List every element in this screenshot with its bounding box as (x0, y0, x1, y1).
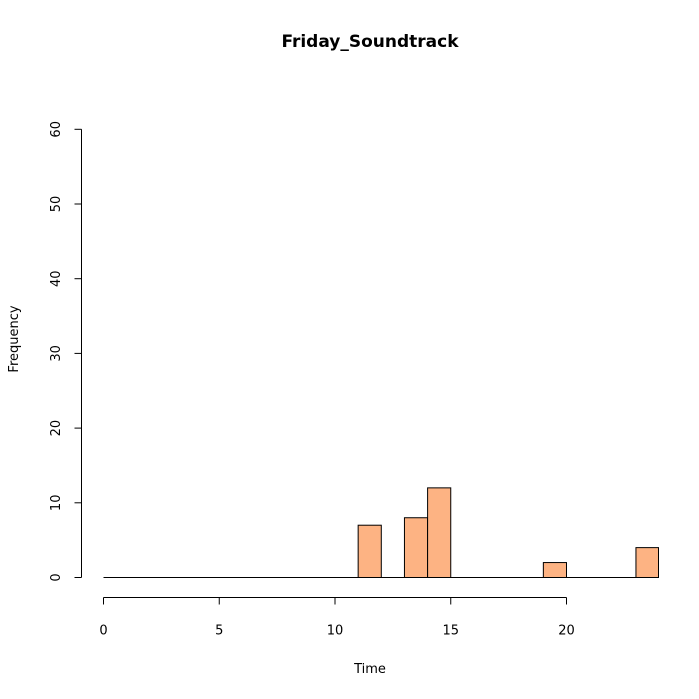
y-tick-label-2: 20 (49, 420, 64, 437)
y-tick-label-1: 10 (49, 495, 64, 512)
histogram-bar-19 (542, 562, 567, 578)
chart-title: Friday_Soundtrack (281, 32, 459, 52)
y-tick-label-5: 50 (49, 196, 64, 213)
histogram-bar-23 (635, 547, 660, 578)
x-tick-label-1: 5 (215, 624, 223, 639)
x-tick-label-2: 10 (327, 624, 344, 639)
y-tick-label-6: 60 (49, 121, 64, 138)
histogram-bar-11 (357, 524, 382, 579)
x-axis-label: Time (353, 662, 386, 677)
x-tick-label-3: 15 (442, 624, 459, 639)
histogram-bars (103, 487, 660, 579)
y-axis-label: Frequency (7, 305, 22, 372)
y-tick-label-3: 30 (49, 345, 64, 362)
x-tick-label-4: 20 (558, 624, 575, 639)
y-tick-label-0: 0 (49, 573, 64, 581)
x-axis: 0 5 10 15 20 (99, 597, 575, 639)
y-tick-label-4: 40 (49, 270, 64, 287)
x-tick-label-0: 0 (99, 624, 107, 639)
histogram-bar-14 (427, 487, 452, 578)
histogram-bar-13 (403, 517, 429, 578)
y-axis: 0 10 20 30 40 50 60 (49, 121, 82, 582)
